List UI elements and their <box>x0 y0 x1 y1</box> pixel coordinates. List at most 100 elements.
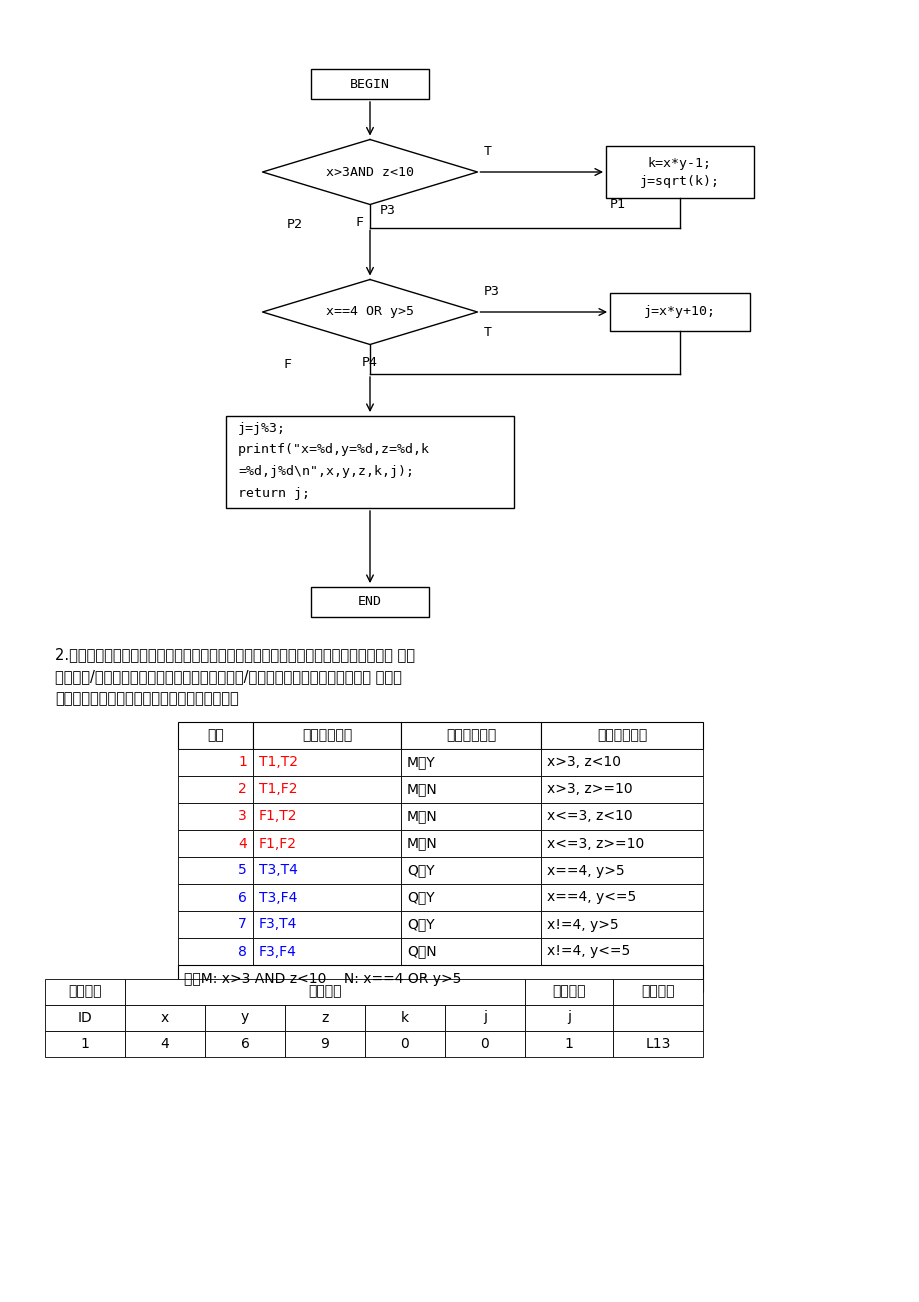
Bar <box>253 723 401 749</box>
Text: F: F <box>356 216 364 229</box>
Text: M取N: M取N <box>406 810 437 823</box>
Text: x==4 OR y>5: x==4 OR y>5 <box>325 306 414 319</box>
Bar <box>45 979 125 1005</box>
Text: T1,F2: T1,F2 <box>259 783 297 797</box>
Bar <box>205 1030 285 1056</box>
Text: 0: 0 <box>400 1036 409 1051</box>
Text: 覆盖条件取值: 覆盖条件取值 <box>301 729 352 742</box>
Text: T3,T4: T3,T4 <box>259 863 298 878</box>
Text: 0: 0 <box>480 1036 489 1051</box>
Bar <box>540 749 702 776</box>
Bar <box>253 884 401 911</box>
Text: j: j <box>482 1010 486 1025</box>
Text: x==4, y<=5: x==4, y<=5 <box>547 891 636 905</box>
Text: M取Y: M取Y <box>406 755 436 769</box>
Text: P1: P1 <box>609 198 625 211</box>
Text: 判定条件取值: 判定条件取值 <box>446 729 495 742</box>
Text: T: T <box>483 145 491 158</box>
Text: Q取Y: Q取Y <box>406 918 434 931</box>
Text: F3,T4: F3,T4 <box>259 918 297 931</box>
Text: return j;: return j; <box>238 487 310 500</box>
Bar <box>226 417 514 508</box>
Text: =%d,j%d\n",x,y,z,k,j);: =%d,j%d\n",x,y,z,k,j); <box>238 466 414 479</box>
Text: P3: P3 <box>380 204 395 217</box>
Bar <box>401 749 540 776</box>
Bar <box>365 1030 445 1056</box>
Bar <box>525 979 612 1005</box>
Bar <box>125 979 525 1005</box>
Bar <box>177 911 253 937</box>
Bar <box>401 911 540 937</box>
Text: j=sqrt(k);: j=sqrt(k); <box>640 176 720 189</box>
Text: 预期输出: 预期输出 <box>551 984 585 999</box>
Text: 3: 3 <box>238 810 246 823</box>
Text: 1: 1 <box>238 755 246 769</box>
Text: 4: 4 <box>238 836 246 850</box>
Text: BEGIN: BEGIN <box>349 78 390 91</box>
Text: T: T <box>483 326 491 339</box>
Bar <box>401 723 540 749</box>
Bar <box>285 1005 365 1030</box>
Text: T1,T2: T1,T2 <box>259 755 298 769</box>
Bar <box>125 1005 205 1030</box>
Text: P4: P4 <box>361 357 378 370</box>
Bar <box>311 587 428 617</box>
Text: 4: 4 <box>161 1036 169 1051</box>
Bar <box>525 1005 612 1030</box>
Text: L13: L13 <box>644 1036 670 1051</box>
Text: 盖、判定/条件覆盖、条件组合覆盖、修正的判定/条件覆盖），计算测试用例的语 句覆盖: 盖、判定/条件覆盖、条件组合覆盖、修正的判定/条件覆盖），计算测试用例的语 句覆… <box>55 669 402 684</box>
Bar <box>177 749 253 776</box>
Text: k: k <box>401 1010 409 1025</box>
Bar <box>177 776 253 803</box>
Text: j=j%3;: j=j%3; <box>238 423 286 435</box>
Bar <box>540 857 702 884</box>
Bar <box>285 1030 365 1056</box>
Text: 编号: 编号 <box>207 729 223 742</box>
Bar <box>445 1030 525 1056</box>
Text: Q取Y: Q取Y <box>406 891 434 905</box>
Bar <box>177 937 253 965</box>
Text: T3,F4: T3,F4 <box>259 891 297 905</box>
Bar <box>540 829 702 857</box>
Bar <box>525 1030 612 1056</box>
Bar <box>606 146 754 198</box>
Bar <box>177 803 253 829</box>
Bar <box>253 829 401 857</box>
Bar <box>253 776 401 803</box>
Text: F: F <box>284 358 291 371</box>
Text: 6: 6 <box>238 891 246 905</box>
Text: 7: 7 <box>238 918 246 931</box>
Bar <box>609 293 749 331</box>
Text: 具体条件取值: 具体条件取值 <box>596 729 646 742</box>
Bar <box>177 723 253 749</box>
Bar <box>253 911 401 937</box>
Text: 1: 1 <box>81 1036 89 1051</box>
Text: 率、判定覆盖率和条件覆盖率等测试管理指标。: 率、判定覆盖率和条件覆盖率等测试管理指标。 <box>55 691 239 706</box>
Text: j: j <box>566 1010 571 1025</box>
Bar <box>253 803 401 829</box>
Bar <box>401 829 540 857</box>
Text: 6: 6 <box>240 1036 249 1051</box>
Bar <box>401 776 540 803</box>
Text: y: y <box>241 1010 249 1025</box>
Text: F1,T2: F1,T2 <box>259 810 297 823</box>
Text: x>3AND z<10: x>3AND z<10 <box>325 165 414 178</box>
Text: k=x*y-1;: k=x*y-1; <box>647 156 711 169</box>
Bar <box>401 857 540 884</box>
Bar <box>177 829 253 857</box>
Bar <box>401 803 540 829</box>
Bar <box>253 857 401 884</box>
Bar <box>540 911 702 937</box>
Bar <box>253 749 401 776</box>
Text: M取N: M取N <box>406 836 437 850</box>
Bar <box>205 1005 285 1030</box>
Text: x>3, z>=10: x>3, z>=10 <box>547 783 632 797</box>
Text: 通过路径: 通过路径 <box>641 984 674 999</box>
Text: j=x*y+10;: j=x*y+10; <box>643 306 715 319</box>
Text: 8: 8 <box>238 944 246 958</box>
Text: 5: 5 <box>238 863 246 878</box>
Bar <box>401 884 540 911</box>
Text: x==4, y>5: x==4, y>5 <box>547 863 624 878</box>
Text: x: x <box>161 1010 169 1025</box>
Text: F3,F4: F3,F4 <box>259 944 297 958</box>
